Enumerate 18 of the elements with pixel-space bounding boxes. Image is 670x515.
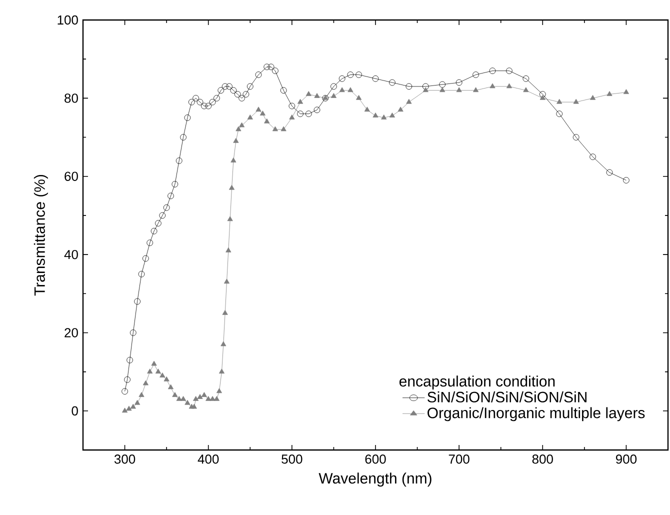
x-axis-title: Wavelength (nm) [318,472,432,487]
y-tick-label: 40 [64,250,78,260]
x-tick-label: 900 [616,454,637,464]
y-tick-label: 80 [64,94,78,103]
x-tick-label: 400 [198,454,219,464]
x-tick-label: 300 [114,454,136,464]
x-tick-label: 500 [282,454,302,464]
x-tick-label: 700 [448,454,470,464]
legend-title: encapsulation condition [399,376,555,390]
x-tick-label: 600 [365,454,386,464]
y-tick-label: 100 [58,15,78,25]
y-tick-label: 20 [64,328,78,338]
y-tick-label: 0 [72,406,78,416]
legend-label: Organic/Inorganic multiple layers [428,407,645,422]
legend-label: SiN/SiON/SiN/SiON/SiN [428,391,586,402]
y-axis-title: Transmittance (%) [34,174,48,296]
y-tick-label: 60 [64,172,78,181]
x-tick-label: 800 [532,454,553,464]
